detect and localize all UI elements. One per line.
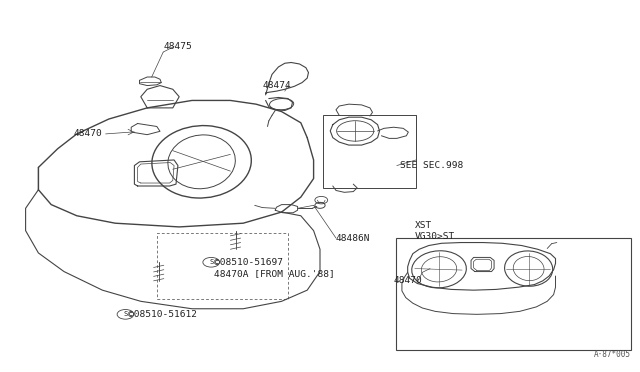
- Text: S: S: [124, 311, 127, 317]
- Bar: [396, 238, 631, 350]
- Text: S: S: [209, 259, 213, 265]
- Text: VG30>ST: VG30>ST: [415, 232, 455, 241]
- Text: ©08510-51612: ©08510-51612: [128, 310, 197, 319]
- Text: 48470A [FROM AUG.'88]: 48470A [FROM AUG.'88]: [214, 269, 335, 278]
- Bar: [323, 115, 416, 188]
- Text: 48474: 48474: [262, 81, 291, 90]
- Text: 48475: 48475: [163, 42, 192, 51]
- Text: XST: XST: [415, 221, 432, 230]
- Text: 48486N: 48486N: [336, 234, 371, 243]
- Text: ©08510-51697: ©08510-51697: [214, 258, 284, 267]
- Text: SEE SEC.998: SEE SEC.998: [400, 161, 463, 170]
- Text: 48470: 48470: [74, 129, 102, 138]
- Bar: [157, 232, 288, 299]
- Text: 48470: 48470: [394, 276, 422, 285]
- Text: A·87*005: A·87*005: [593, 350, 630, 359]
